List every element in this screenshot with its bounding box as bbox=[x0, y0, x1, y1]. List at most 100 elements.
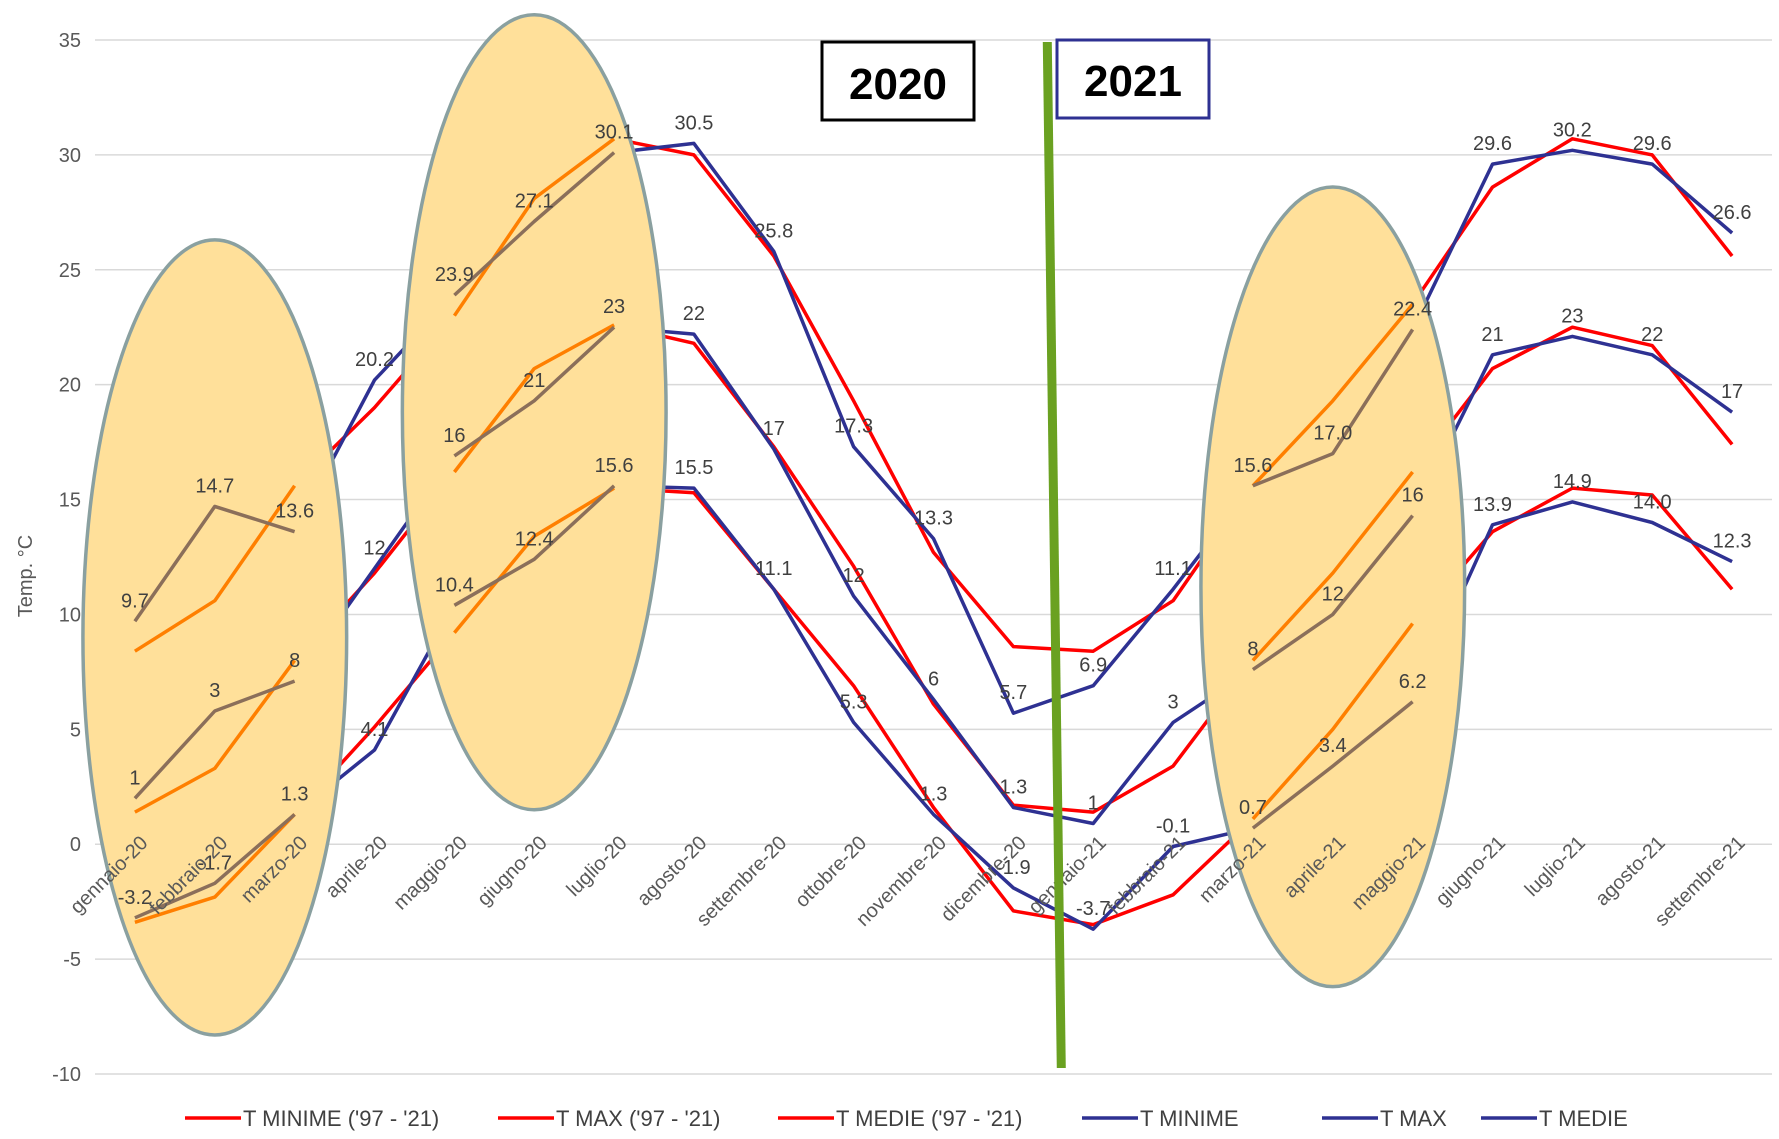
y-tick-label: 15 bbox=[59, 490, 81, 512]
data-label-t-medie: 22 bbox=[1641, 324, 1663, 346]
legend-label-t-minime-97-21: T MINIME ('97 - '21) bbox=[243, 1106, 439, 1131]
data-label-t-max: 23.9 bbox=[435, 264, 474, 286]
highlighted-series-overlay bbox=[133, 137, 1415, 924]
data-label-t-minime: 5.3 bbox=[840, 691, 868, 713]
y-axis-tick-labels: -10 -5 0 5 10 15 20 25 30 35 bbox=[52, 30, 81, 1086]
data-label-t-max: 14.7 bbox=[195, 475, 234, 497]
y-tick-label: -5 bbox=[63, 949, 81, 971]
year-divider bbox=[1042, 41, 1066, 1069]
overlay-brown-t-medie-3 bbox=[1251, 514, 1414, 672]
data-label-t-minime: -1.7 bbox=[198, 852, 232, 874]
overlay-brown-t-medie-1 bbox=[133, 679, 296, 800]
overlay-brown-t-minime-2 bbox=[453, 484, 616, 607]
data-label-t-minime: 3.4 bbox=[1319, 735, 1347, 757]
data-label-t-minime: 13.9 bbox=[1473, 494, 1512, 516]
data-label-t-minime: 0.7 bbox=[1239, 797, 1267, 819]
data-label-t-medie: 6 bbox=[928, 668, 939, 690]
highlight-ellipse-3 bbox=[1199, 185, 1467, 989]
data-label-t-max: 11.1 bbox=[1154, 558, 1191, 580]
year-2021-box: 2021 bbox=[1055, 38, 1211, 120]
year-2020-label: 2020 bbox=[849, 60, 947, 109]
data-label-t-minime: 4.1 bbox=[361, 719, 389, 741]
x-tick-label-luglio-20: luglio-20 bbox=[563, 832, 632, 901]
overlay-brown-t-minime-1 bbox=[134, 813, 296, 920]
data-label-t-minime: 15.5 bbox=[674, 457, 713, 479]
data-label-t-minime: -1.9 bbox=[996, 857, 1030, 879]
overlay-orange-t-medie-97-21-1 bbox=[134, 659, 297, 814]
data-label-t-max: 9.7 bbox=[121, 590, 149, 612]
data-label-t-minime: 1.3 bbox=[281, 783, 309, 805]
data-label-t-medie: 3 bbox=[1168, 691, 1179, 713]
x-tick-label-luglio-21: luglio-21 bbox=[1521, 832, 1590, 901]
data-label-t-minime: -3.2 bbox=[118, 887, 152, 909]
data-label-t-medie: 12 bbox=[363, 537, 385, 559]
data-label-t-medie: 23 bbox=[1561, 305, 1583, 327]
data-label-t-medie: 16 bbox=[1402, 485, 1424, 507]
overlay-brown-t-medie-2 bbox=[453, 325, 616, 458]
legend-label-t-max: T MAX bbox=[1380, 1106, 1447, 1131]
data-label-t-medie: 16 bbox=[443, 425, 465, 447]
data-label-t-minime: 10.4 bbox=[435, 574, 474, 596]
data-label-t-medie: 22 bbox=[683, 303, 705, 325]
overlay-orange-t-max-97-21-3 bbox=[1251, 303, 1414, 487]
data-label-t-max: 15.6 bbox=[1233, 455, 1272, 477]
data-label-t-max: 17.3 bbox=[834, 416, 873, 438]
gridlines bbox=[95, 39, 1772, 1075]
y-tick-label: 20 bbox=[59, 375, 81, 397]
overlay-brown-t-max-3 bbox=[1252, 328, 1415, 488]
data-labels: 9.7 14.7 13.6 20.2 23.9 27.1 30.1 30.5 25.8 17.3 1… bbox=[118, 112, 1752, 920]
year-2020-frame bbox=[820, 40, 976, 122]
data-label-t-minime: 1.3 bbox=[920, 783, 948, 805]
data-label-t-max: 13.6 bbox=[275, 501, 314, 523]
data-label-t-medie: 1.3 bbox=[999, 776, 1027, 798]
data-label-t-minime: 11.1 bbox=[755, 558, 792, 580]
data-label-t-max: 30.5 bbox=[674, 112, 713, 134]
data-label-t-medie: 1 bbox=[1088, 793, 1099, 815]
data-label-t-medie: 23 bbox=[603, 296, 625, 318]
overlay-brown-t-max-1 bbox=[133, 504, 296, 623]
y-tick-label: 10 bbox=[59, 604, 81, 626]
y-tick-label: 30 bbox=[59, 145, 81, 167]
y-tick-label: 0 bbox=[70, 834, 81, 856]
legend-label-t-minime: T MINIME bbox=[1140, 1106, 1239, 1131]
overlay-orange-t-medie-97-21-3 bbox=[1251, 470, 1414, 662]
legend-label-t-max-97-21: T MAX ('97 - '21) bbox=[556, 1106, 720, 1131]
data-label-t-medie: 17 bbox=[1721, 381, 1743, 403]
legend-label-t-medie-97-21: T MEDIE ('97 - '21) bbox=[836, 1106, 1022, 1131]
data-label-t-minime: -3.7 bbox=[1076, 898, 1110, 920]
data-label-t-max: 26.6 bbox=[1713, 202, 1752, 224]
data-label-t-max: 30.2 bbox=[1553, 119, 1592, 141]
data-label-t-minime: 14.9 bbox=[1553, 471, 1592, 493]
data-label-t-minime: 15.6 bbox=[595, 455, 634, 477]
data-label-t-medie: 1 bbox=[129, 767, 140, 789]
series-lines bbox=[133, 137, 1734, 931]
year-2021-frame bbox=[1055, 38, 1211, 120]
data-label-t-medie: 21 bbox=[1481, 324, 1503, 346]
data-label-t-minime: -0.1 bbox=[1156, 816, 1190, 838]
data-label-t-max: 29.6 bbox=[1473, 133, 1512, 155]
series-line-t-max bbox=[133, 141, 1734, 715]
data-label-t-max: 27.1 bbox=[515, 191, 554, 213]
overlay-orange-t-minime-97-21-3 bbox=[1251, 622, 1414, 821]
legend-label-t-medie: T MEDIE bbox=[1539, 1106, 1628, 1131]
year-2020-box: 2020 bbox=[820, 40, 976, 122]
highlight-ellipse-2 bbox=[400, 12, 668, 812]
data-label-t-max: 29.6 bbox=[1633, 133, 1672, 155]
y-tick-label: -10 bbox=[52, 1064, 81, 1086]
overlay-brown-t-minime-3 bbox=[1251, 700, 1414, 830]
overlay-brown-t-max-2 bbox=[453, 151, 616, 297]
series-line-t-medie-97-21 bbox=[134, 323, 1734, 814]
data-label-t-minime: 6.2 bbox=[1399, 671, 1427, 693]
highlight-ellipse-1 bbox=[81, 238, 349, 1037]
y-tick-label: 35 bbox=[59, 30, 81, 52]
data-label-t-medie: 21 bbox=[523, 370, 545, 392]
data-label-t-medie: 8 bbox=[289, 650, 300, 672]
data-label-t-max: 13.3 bbox=[914, 508, 953, 530]
legend: T MINIME ('97 - '21) T MAX ('97 - '21) T M… bbox=[185, 1106, 1628, 1131]
year-divider-line bbox=[1042, 41, 1066, 1069]
data-label-t-minime: 12.3 bbox=[1713, 531, 1752, 553]
data-label-t-medie: 12 bbox=[1322, 583, 1344, 605]
series-line-t-medie bbox=[133, 325, 1734, 826]
highlight-ellipses bbox=[81, 12, 1467, 1037]
